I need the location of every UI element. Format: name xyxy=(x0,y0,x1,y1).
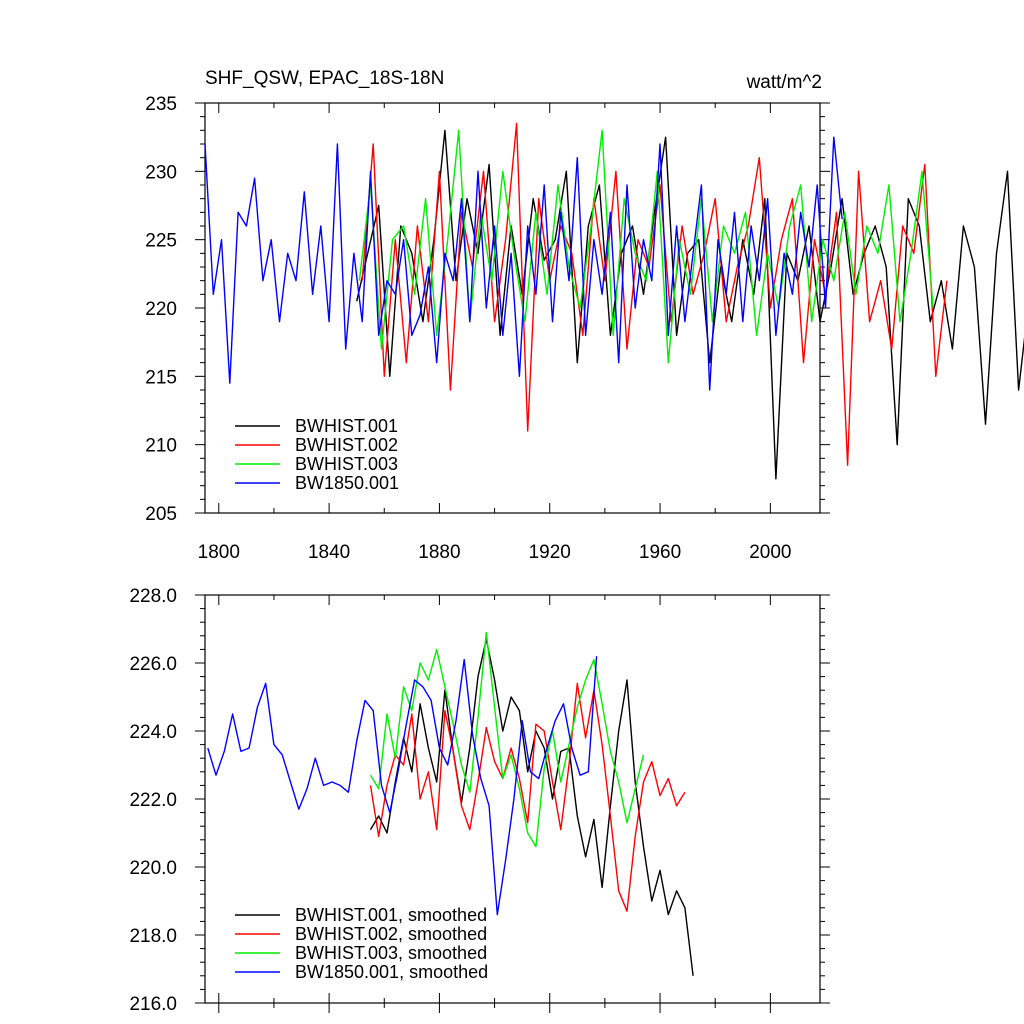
x-tick-label: 1960 xyxy=(639,542,681,563)
x-tick-label: 2000 xyxy=(749,542,791,563)
x-tick-label: 1920 xyxy=(529,542,571,563)
y-tick-label: 226.0 xyxy=(129,654,177,675)
y-tick-label: 230 xyxy=(145,162,177,183)
y-tick-label: 215 xyxy=(145,367,177,388)
series-line-4 xyxy=(207,656,598,916)
legend-entry: BWHIST.003 xyxy=(295,454,398,474)
y-tick-label: 210 xyxy=(145,436,177,457)
legend-entry: BW1850.001 xyxy=(295,473,399,493)
y-tick-label: 224.0 xyxy=(129,722,177,743)
y-tick-label: 218.0 xyxy=(129,926,177,947)
units-label: watt/m^2 xyxy=(746,72,822,93)
x-tick-label: 1840 xyxy=(308,542,350,563)
series-line-3 xyxy=(358,129,934,364)
series-line-4 xyxy=(204,136,843,391)
series-line-2 xyxy=(361,122,948,466)
legend-entry: BWHIST.001 xyxy=(295,416,398,436)
y-tick-label: 235 xyxy=(145,94,177,115)
bottom-panel: 216.0 218.0 220.0 222.0 224.0 226.0 228.0 BWHIS… xyxy=(129,586,830,1015)
legend-entry: BW1850.001, smoothed xyxy=(295,962,488,982)
y-tick-label: 222.0 xyxy=(129,790,177,811)
chart-title: SHF_QSW, EPAC_18S-18N xyxy=(205,68,444,89)
series-line-3 xyxy=(369,631,645,848)
y-tick-label: 228.0 xyxy=(129,586,177,607)
series-line-2 xyxy=(369,682,686,912)
y-tick-label: 216.0 xyxy=(129,994,177,1015)
y-tick-label: 225 xyxy=(145,231,177,252)
top-panel: 1800 1840 1880 1920 1960 2000 205 210 215 220 225 2… xyxy=(145,94,1024,563)
y-tick-label: 220.0 xyxy=(129,858,177,879)
series-line-1 xyxy=(369,638,694,976)
legend-entry: BWHIST.002 xyxy=(295,435,398,455)
series-line-1 xyxy=(356,129,1024,480)
x-tick-label: 1800 xyxy=(198,542,240,563)
x-tick-label: 1880 xyxy=(418,542,460,563)
legend-entry: BWHIST.001, smoothed xyxy=(295,905,487,925)
y-tick-label: 220 xyxy=(145,299,177,320)
y-tick-label: 205 xyxy=(145,504,177,525)
legend-entry: BWHIST.002, smoothed xyxy=(295,924,487,944)
legend-entry: BWHIST.003, smoothed xyxy=(295,943,487,963)
